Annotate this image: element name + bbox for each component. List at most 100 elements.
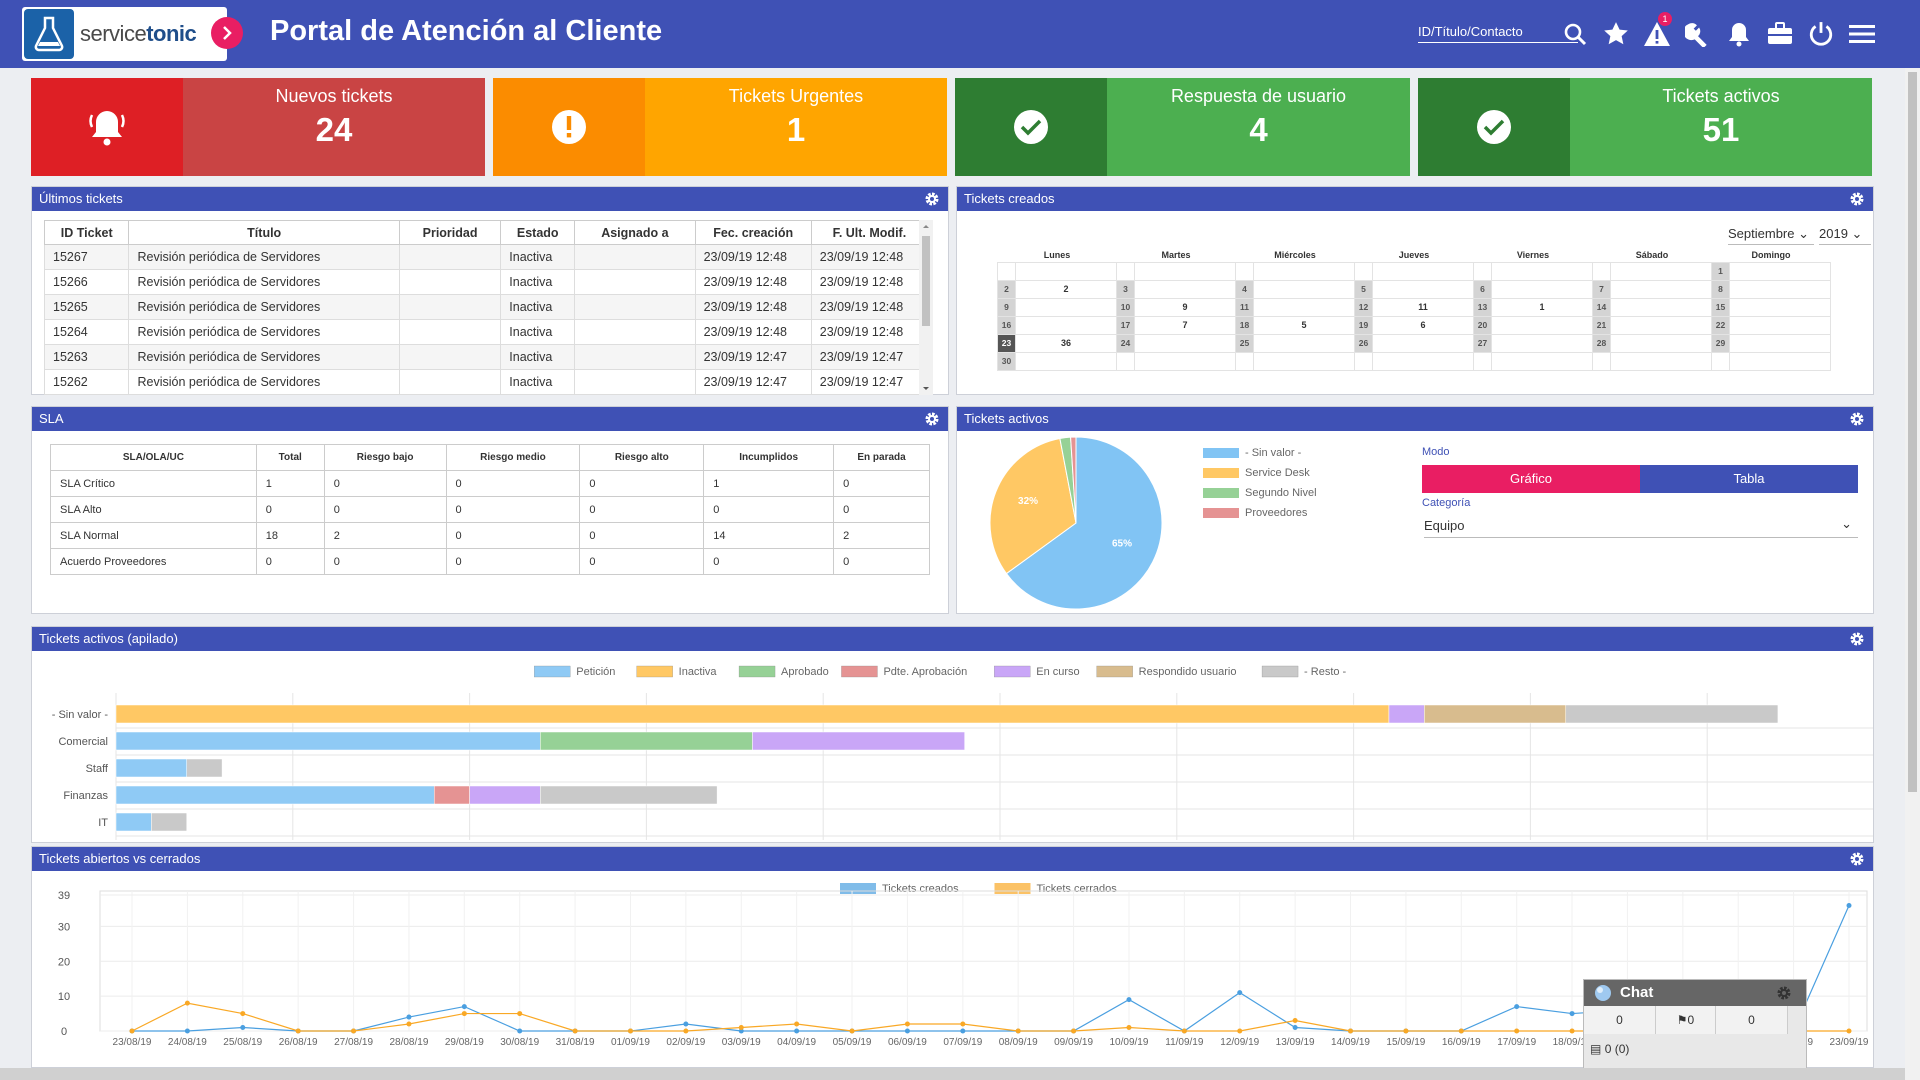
table-row[interactable]: SLA Alto 0 0 0 0 0 0: [50, 496, 930, 523]
search-input[interactable]: [1418, 24, 1578, 43]
scroll-down-icon[interactable]: [919, 385, 933, 393]
calendar-day-count: [1253, 333, 1355, 353]
kpi-respuesta-usuario[interactable]: Respuesta de usuario 4: [955, 78, 1410, 176]
check-icon: [1477, 110, 1511, 144]
pie-slice: [1005, 436, 1163, 610]
column-header: ID Ticket: [43, 220, 130, 245]
y-tick-label: Comercial: [58, 736, 108, 748]
legend-swatch: [841, 665, 878, 678]
search-icon[interactable]: [1559, 18, 1591, 50]
panel-header: Últimos tickets: [32, 187, 948, 211]
calendar-day-number: [1473, 351, 1492, 371]
table-cell: Inactiva: [500, 269, 576, 295]
table-row[interactable]: 15262 Revisión periódica de Servidores Ina…: [43, 369, 929, 395]
table-row[interactable]: SLA Normal 18 2 0 0 14 2: [50, 522, 930, 549]
table-cell: [398, 244, 502, 270]
kpi-tickets-urgentes[interactable]: Tickets Urgentes 1: [493, 78, 947, 176]
year-select[interactable]: 2019 ⌄: [1819, 226, 1871, 245]
gear-icon[interactable]: [1849, 191, 1865, 207]
column-header: Fec. creación: [694, 220, 812, 245]
briefcase-icon[interactable]: [1764, 18, 1796, 50]
category-select[interactable]: Equipo ⌄: [1424, 516, 1858, 538]
panel-header: Tickets activos (apilado): [32, 627, 1873, 651]
table-row[interactable]: Acuerdo Proveedores 0 0 0 0 0 0: [50, 548, 930, 575]
horizontal-scrollbar[interactable]: [0, 1068, 1905, 1080]
scroll-up-icon[interactable]: [919, 222, 933, 230]
table-cell: 0: [833, 470, 930, 497]
x-tick-label: 05/09/19: [833, 1037, 872, 1048]
table-cell: 0: [703, 548, 835, 575]
calendar-day-number: 26: [1354, 333, 1373, 353]
month-select[interactable]: Septiembre ⌄: [1728, 226, 1814, 245]
legend-swatch: [738, 665, 776, 678]
expand-menu-button[interactable]: [211, 17, 243, 49]
table-cell: 18: [255, 522, 325, 549]
warning-icon[interactable]: 1: [1641, 12, 1673, 50]
gear-icon[interactable]: [1849, 631, 1865, 647]
bell-icon[interactable]: [1723, 18, 1755, 50]
y-tick-label: 20: [58, 956, 70, 968]
legend-item[interactable]: Proveedores: [1203, 503, 1317, 523]
tickets-table: ID Ticket Título Prioridad Estado Asignado a…: [43, 220, 929, 395]
data-point: [738, 1028, 744, 1034]
table-cell: 23/09/19 12:47: [694, 369, 812, 395]
hamburger-menu-icon[interactable]: [1846, 18, 1878, 50]
chat-widget[interactable]: Chat 0 ⚑0 0 ▤ 0 (0): [1583, 979, 1807, 1080]
column-header: Prioridad: [398, 220, 502, 245]
wrench-icon[interactable]: [1682, 18, 1714, 50]
calendar-day-count: [1015, 297, 1117, 317]
data-point: [1237, 990, 1243, 996]
page-title: Portal de Atención al Cliente: [270, 15, 663, 47]
logo[interactable]: servicetonic: [22, 7, 227, 61]
power-icon[interactable]: [1805, 18, 1837, 50]
chat-header[interactable]: Chat: [1584, 980, 1806, 1006]
kpi-label: Tickets Urgentes: [728, 86, 864, 106]
table-row[interactable]: 15266 Revisión periódica de Servidores Ina…: [43, 269, 929, 295]
table-cell: Inactiva: [500, 294, 576, 320]
table-row[interactable]: 15264 Revisión periódica de Servidores Ina…: [43, 319, 929, 345]
tabla-button[interactable]: Tabla: [1640, 465, 1858, 493]
star-icon[interactable]: [1600, 18, 1632, 50]
table-cell: 0: [833, 548, 930, 575]
calendar-day-number: [1235, 351, 1254, 371]
chat-messages[interactable]: ▤ 0 (0): [1590, 1042, 1630, 1056]
page-scrollbar[interactable]: [1905, 68, 1920, 1080]
legend-swatch: [1203, 488, 1239, 498]
table-row[interactable]: SLA Crítico 1 0 0 0 1 0: [50, 470, 930, 497]
gear-icon[interactable]: [924, 411, 940, 427]
gear-icon[interactable]: [1849, 851, 1865, 867]
calendar-day-count: [1610, 315, 1712, 335]
legend-swatch: [1203, 508, 1239, 518]
calendar-week: 9 10 9 11 12 11 13 1 14 15: [997, 297, 1831, 317]
kpi-tickets-activos[interactable]: Tickets activos 51: [1418, 78, 1872, 176]
calendar-day-number: 14: [1592, 297, 1611, 317]
legend-item[interactable]: - Sin valor -: [1203, 443, 1317, 463]
table-cell: Inactiva: [500, 344, 576, 370]
tickets-scrollbar[interactable]: [919, 220, 933, 395]
x-tick-label: 24/08/19: [168, 1037, 207, 1048]
calendar-day-number: [1116, 351, 1135, 371]
table-cell: [398, 319, 502, 345]
calendar-day-count: [1729, 297, 1831, 317]
table-cell: 14: [703, 522, 835, 549]
weekday-header: Domingo: [1751, 249, 1791, 260]
data-point: [1569, 1011, 1575, 1017]
data-point: [1403, 1028, 1409, 1034]
legend-item[interactable]: Segundo Nivel: [1203, 483, 1317, 503]
legend-label: Inactiva: [679, 666, 718, 678]
table-cell: 0: [323, 548, 447, 575]
gear-icon[interactable]: [1849, 411, 1865, 427]
weekday-header: Sábado: [1635, 249, 1669, 260]
data-point: [1348, 1028, 1354, 1034]
legend-item[interactable]: Service Desk: [1203, 463, 1317, 483]
grafico-button[interactable]: Gráfico: [1422, 465, 1640, 493]
table-row[interactable]: 15265 Revisión periódica de Servidores Ina…: [43, 294, 929, 320]
kpi-nuevos-tickets[interactable]: Nuevos tickets 24: [31, 78, 485, 176]
gear-icon[interactable]: [1776, 985, 1792, 1001]
table-row[interactable]: 15263 Revisión periódica de Servidores Ina…: [43, 344, 929, 370]
gear-icon[interactable]: [924, 191, 940, 207]
x-tick-label: 30/08/19: [500, 1037, 539, 1048]
table-row[interactable]: 15267 Revisión periódica de Servidores Ina…: [43, 244, 929, 270]
weekday-header: Martes: [1161, 249, 1191, 260]
y-tick-label: Staff: [86, 763, 109, 775]
